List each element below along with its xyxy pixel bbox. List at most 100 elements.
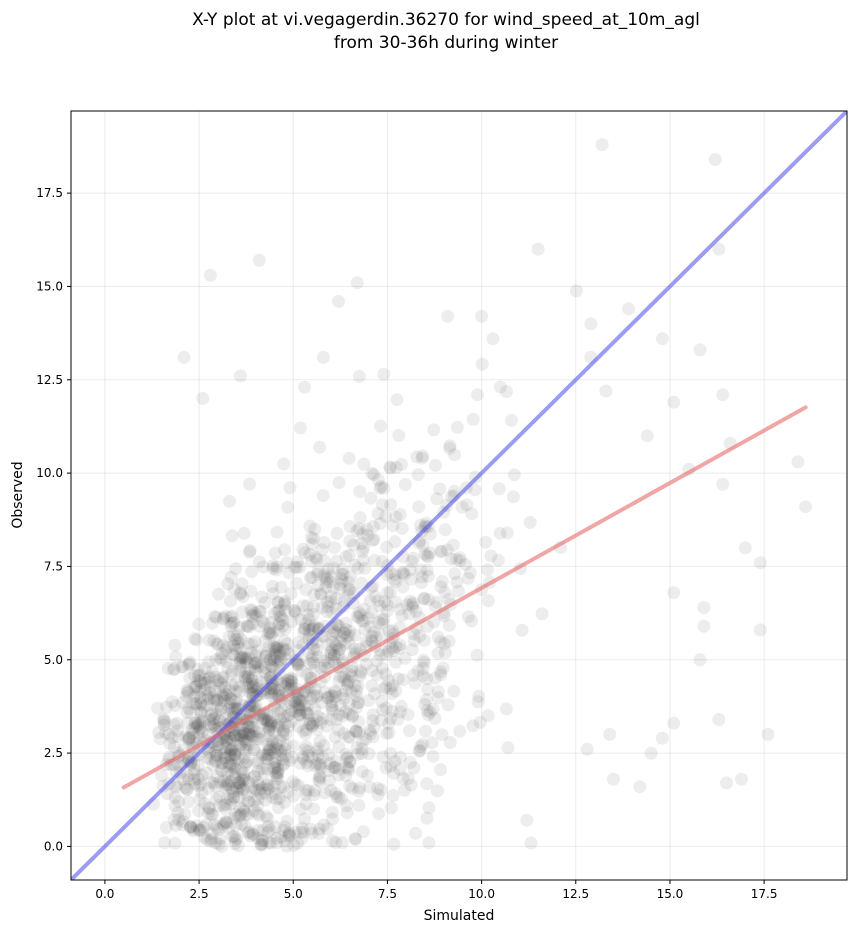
data-point [228,729,242,743]
data-point [314,661,328,675]
data-point [190,633,204,647]
data-point [190,819,204,833]
data-point [281,673,295,687]
data-point [323,689,337,703]
y-axis-label: Observed [10,461,26,528]
data-point [327,649,341,663]
data-point [349,684,363,698]
data-point [180,782,194,796]
data-point [262,781,276,795]
data-point [277,710,291,724]
data-point [352,696,366,709]
data-point [273,683,286,697]
data-point [293,708,307,722]
data-point [336,562,350,576]
data-point [294,802,308,816]
data-point [277,597,291,610]
data-point [426,702,440,716]
data-point [303,717,317,731]
data-point [231,639,245,653]
data-point [321,656,335,670]
data-point [168,699,182,713]
data-point [293,421,307,435]
data-point [486,332,500,346]
data-point [396,567,409,580]
data-point [263,653,277,667]
chart-title-line-1: X-Y plot at vi.vegagerdin.36270 for wind… [192,10,700,30]
data-point [251,775,265,789]
data-point [291,836,304,850]
data-point [337,691,351,705]
data-point [234,764,248,778]
data-point [247,743,261,757]
data-point [238,650,252,664]
data-point [214,763,228,777]
data-point [302,623,316,637]
data-point [176,660,190,674]
data-point [232,728,246,742]
data-point [267,683,280,696]
data-point [342,730,356,744]
data-point [493,526,507,540]
data-point [307,588,321,602]
data-point [570,284,583,298]
data-point [233,664,247,678]
data-point [212,799,226,813]
data-point [224,774,238,788]
data-point [225,830,239,844]
data-point [258,712,272,726]
data-point [352,611,366,624]
data-point [211,770,224,784]
data-point [393,638,407,652]
data-point [285,675,298,689]
data-point [291,658,305,672]
data-point [225,664,239,678]
data-point [318,570,332,584]
data-point [243,545,257,559]
data-point [213,775,227,789]
data-point [442,618,456,632]
data-point [161,662,175,675]
data-point [298,623,312,637]
data-point [242,727,255,741]
data-point [435,575,449,588]
data-point [276,641,290,655]
data-point [361,529,375,542]
data-point [205,616,219,630]
data-point [302,619,316,633]
data-point [367,468,381,482]
data-point [322,747,336,761]
data-point [441,309,455,323]
data-point [328,761,342,775]
data-point [274,780,288,794]
data-point [268,787,282,801]
data-point [266,562,280,575]
data-point [270,836,284,850]
data-point [267,779,281,793]
data-point [420,672,434,686]
data-point [363,724,377,738]
data-point [272,720,286,734]
data-point [294,825,308,839]
data-point [201,692,215,706]
data-point [330,639,343,653]
data-point [339,616,353,630]
data-point [343,570,357,584]
data-point [216,671,230,685]
data-point [236,590,250,604]
data-point [254,675,268,689]
data-point [311,709,325,723]
data-point [305,571,319,585]
data-point [374,419,388,433]
x-tick-label: 2.5 [190,887,209,901]
data-point [241,826,255,840]
data-point [461,610,475,624]
data-point [265,689,279,703]
data-point [258,665,272,679]
data-point [216,670,230,684]
data-point [245,617,259,631]
data-point [216,820,230,833]
data-point [279,749,293,763]
data-point [322,764,336,778]
data-point [176,696,190,710]
